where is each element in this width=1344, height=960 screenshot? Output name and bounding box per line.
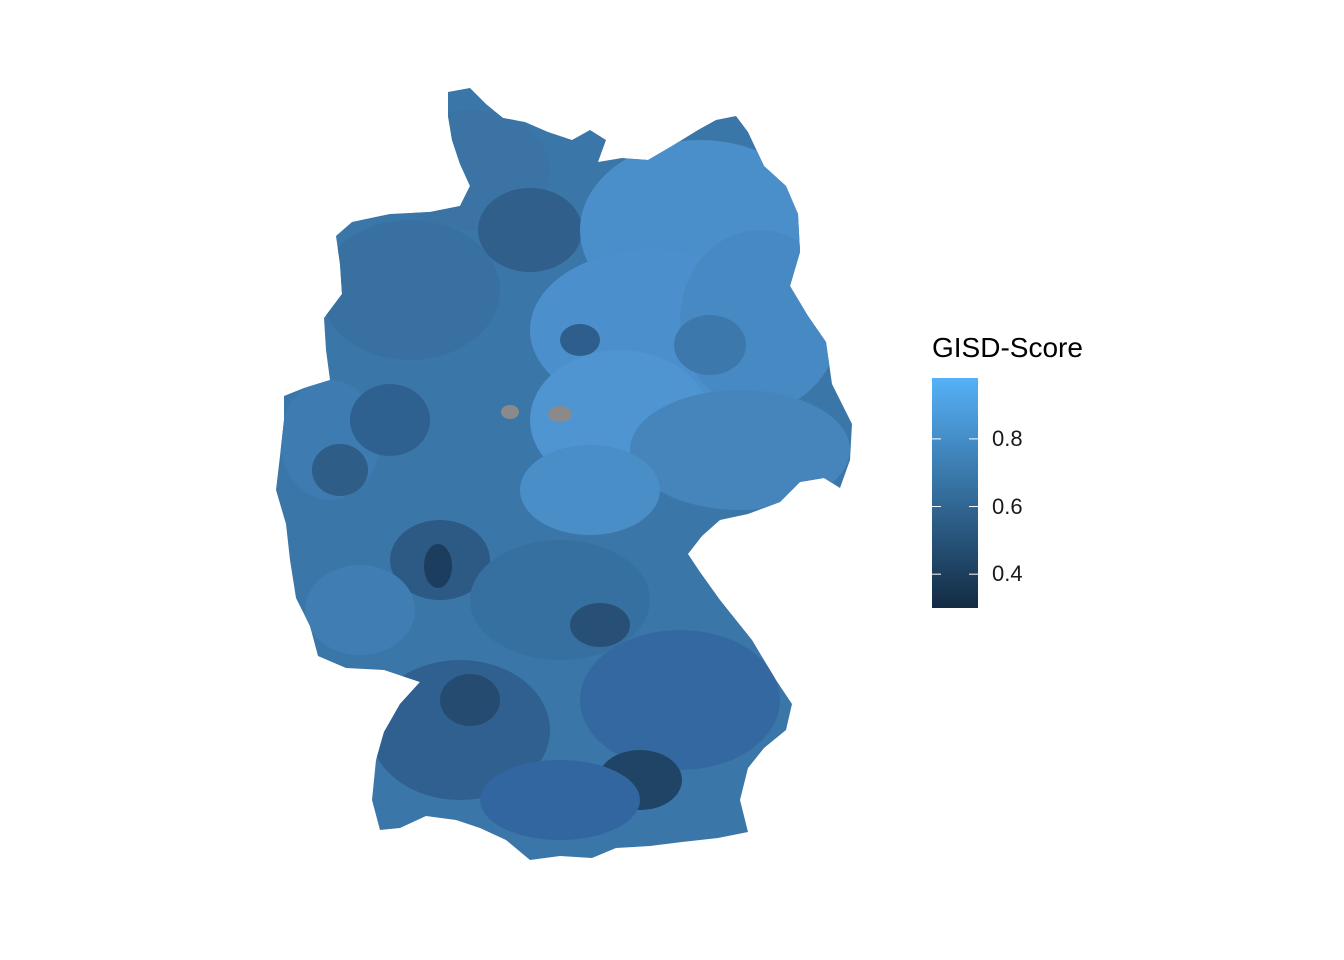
region-nuremberg (570, 603, 630, 647)
region-bavaria-east (580, 630, 780, 770)
region-stuttgart (440, 674, 500, 726)
legend-title: GISD-Score (932, 332, 1083, 363)
legend-gradient-rect (932, 378, 978, 608)
region-baden-wuerttemberg (370, 660, 550, 800)
legend-tick-label: 0.4 (992, 561, 1023, 587)
region-berlin (674, 315, 746, 375)
region-saxony (630, 390, 850, 510)
region-franconia (470, 540, 650, 660)
map-regions (276, 88, 852, 860)
legend-colorbar (932, 378, 978, 608)
region-missing-value-1 (501, 405, 519, 419)
region-ruhr (350, 384, 430, 456)
region-lower-saxony-west (320, 220, 500, 360)
region-rhineland-palatinate (305, 565, 415, 655)
region-hanover-area (560, 324, 600, 356)
legend-tick-label: 0.8 (992, 425, 1023, 451)
legend-tick-label: 0.6 (992, 493, 1023, 519)
region-thuringia (520, 445, 660, 535)
legend-ticks (932, 438, 978, 575)
region-cologne-area (312, 444, 368, 496)
region-frankfurt-city (424, 544, 452, 588)
region-upper-bavaria-west (480, 760, 640, 840)
region-hamburg-area (478, 188, 582, 272)
region-missing-value-2 (548, 406, 572, 422)
